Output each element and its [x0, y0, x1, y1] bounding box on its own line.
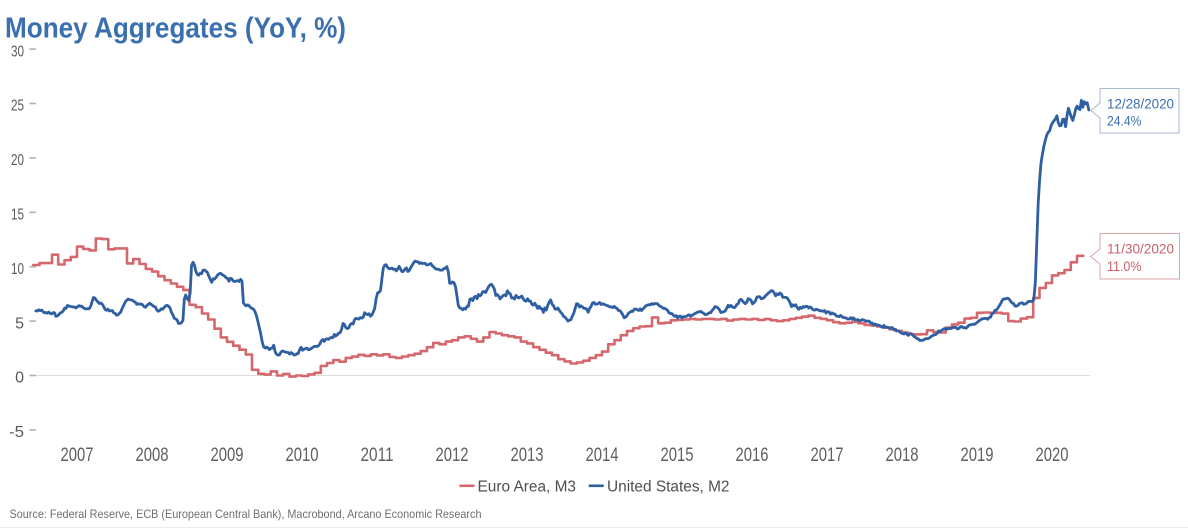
svg-text:0: 0 [15, 370, 24, 387]
svg-text:10: 10 [11, 261, 24, 278]
svg-text:2008: 2008 [136, 445, 169, 466]
svg-text:2019: 2019 [961, 445, 994, 466]
svg-text:2018: 2018 [886, 445, 919, 466]
svg-text:5: 5 [15, 315, 24, 332]
svg-text:20: 20 [11, 152, 24, 169]
svg-text:11.0%: 11.0% [1107, 258, 1142, 274]
svg-text:2014: 2014 [586, 445, 619, 466]
svg-text:30: 30 [11, 43, 24, 60]
svg-text:11/30/2020: 11/30/2020 [1107, 240, 1174, 256]
svg-text:24.4%: 24.4% [1107, 113, 1142, 129]
svg-text:2013: 2013 [511, 445, 544, 466]
svg-text:Source: Federal Reserve, ECB (: Source: Federal Reserve, ECB (European C… [10, 507, 482, 521]
svg-text:12/28/2020: 12/28/2020 [1107, 96, 1174, 112]
svg-text:Money Aggregates (YoY, %): Money Aggregates (YoY, %) [5, 13, 346, 45]
svg-text:2017: 2017 [811, 445, 844, 466]
svg-text:2007: 2007 [61, 445, 94, 466]
svg-text:15: 15 [11, 207, 24, 224]
svg-text:2009: 2009 [211, 445, 244, 466]
svg-text:Euro Area, M3: Euro Area, M3 [478, 479, 577, 496]
svg-text:-5: -5 [9, 424, 24, 441]
svg-text:2012: 2012 [436, 445, 469, 466]
svg-text:2016: 2016 [736, 445, 769, 466]
svg-text:United States, M2: United States, M2 [607, 479, 730, 496]
svg-text:2020: 2020 [1036, 445, 1069, 466]
svg-text:2015: 2015 [661, 445, 694, 466]
svg-text:25: 25 [11, 98, 24, 115]
svg-text:2011: 2011 [361, 445, 394, 466]
svg-text:2010: 2010 [286, 445, 319, 466]
